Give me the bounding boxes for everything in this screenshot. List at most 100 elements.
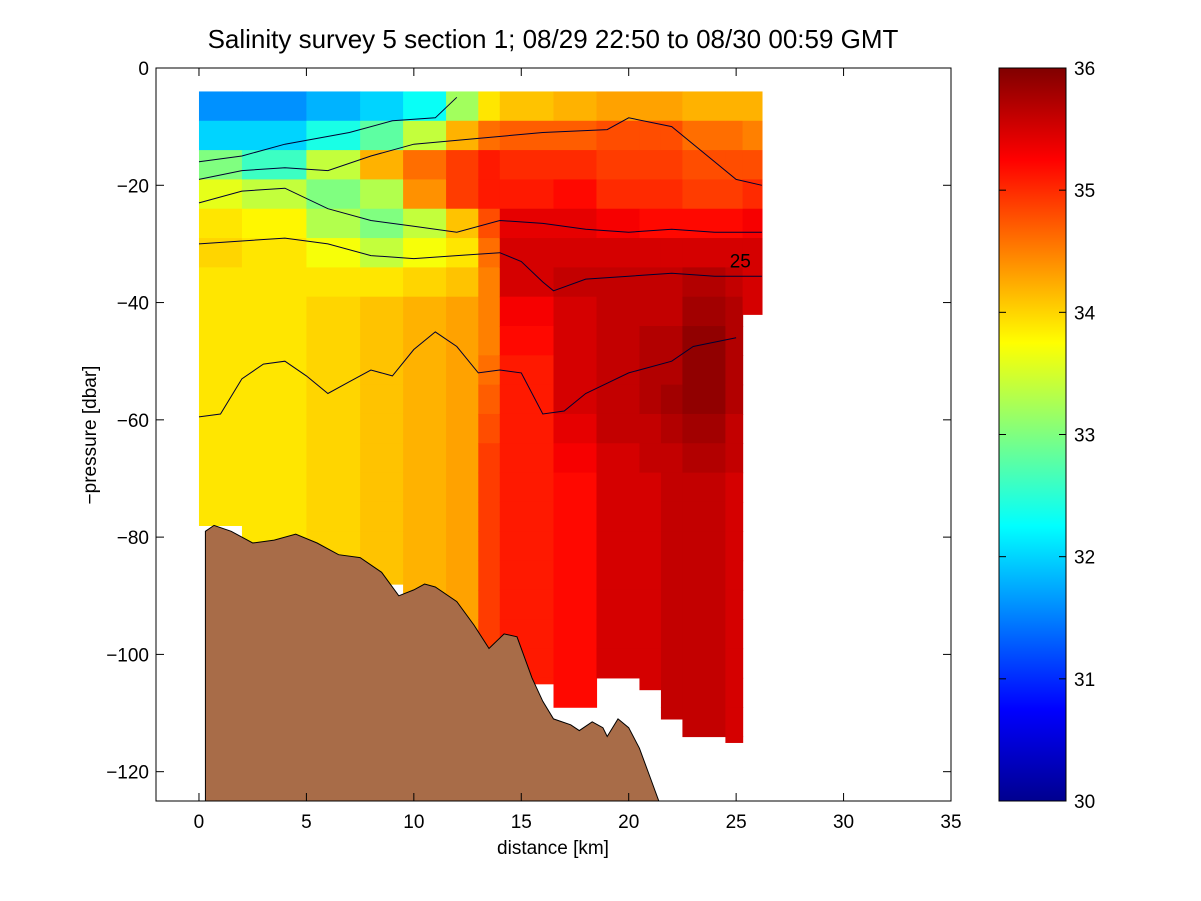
contour-line [198,187,762,233]
salinity-cell [499,443,555,474]
salinity-cell [639,384,662,415]
salinity-cell [660,619,684,650]
salinity-cell [639,443,662,474]
salinity-cell [596,208,641,239]
salinity-cell [446,267,479,298]
salinity-cell [478,472,501,503]
salinity-cell [499,501,555,532]
salinity-cell [596,179,641,210]
salinity-cell [725,413,744,444]
salinity-cell [446,531,479,562]
salinity-cell [660,326,684,356]
salinity-cell [241,413,308,444]
salinity-cell [725,208,744,239]
salinity-cell [553,472,598,503]
salinity-cell [306,296,361,327]
y-tick-label: −120 [106,763,149,784]
salinity-cell [306,384,361,415]
salinity-cell [403,91,447,122]
salinity-cell [639,677,662,691]
salinity-cell [446,560,479,591]
salinity-cell [553,91,598,122]
salinity-cell [499,589,555,620]
salinity-cell [639,179,662,210]
salinity-cell [446,208,479,239]
salinity-cell [499,326,555,356]
salinity-cell [446,355,479,386]
salinity-cell [682,355,726,386]
salinity-cell [596,355,641,386]
contour-line [198,117,763,186]
salinity-cell [596,531,641,562]
salinity-cell [198,208,243,239]
salinity-cell [553,120,598,151]
salinity-cell [596,443,641,474]
salinity-cell [639,619,662,650]
salinity-cell [742,120,763,151]
salinity-cell [306,443,361,474]
salinity-cell [639,355,662,386]
salinity-cell [360,413,404,444]
salinity-cell [660,413,684,444]
colorbar-tick-label: 30 [1074,792,1095,813]
salinity-cell [478,91,501,122]
salinity-cell [660,267,684,298]
salinity-cell [725,91,744,122]
x-tick-label: 15 [511,812,532,833]
salinity-cell [682,120,726,151]
salinity-cell [553,296,598,327]
colorbar-gradient [999,68,1066,801]
salinity-cell [446,326,479,356]
salinity-cell [478,355,501,386]
salinity-cell [499,179,555,210]
salinity-cell [682,384,726,415]
salinity-cell [553,560,598,591]
salinity-cell [596,150,641,181]
x-tick-label: 10 [403,812,424,833]
salinity-cell [682,472,726,503]
salinity-cell [639,208,662,239]
salinity-cell [198,267,243,298]
salinity-cell [499,238,555,268]
salinity-cell [446,501,479,532]
x-axis-label: distance [km] [497,838,609,859]
salinity-cell [660,150,684,181]
salinity-cell [682,560,726,591]
salinity-cell [241,501,308,532]
salinity-cell [639,120,662,151]
salinity-cell [682,267,726,298]
salinity-cell [360,120,404,151]
y-tick-label: −80 [117,528,149,549]
salinity-cell [198,120,243,151]
salinity-cell [241,267,308,298]
salinity-cell [596,501,641,532]
salinity-cell [742,179,763,210]
salinity-cell [596,238,641,268]
salinity-cell [403,120,447,151]
colorbar-tick-label: 34 [1074,303,1096,324]
y-tick-label: −60 [117,411,149,432]
colorbar-tick-label: 36 [1074,59,1095,80]
x-tick-label: 5 [301,812,312,833]
salinity-cell [499,531,555,562]
salinity-cell [553,384,598,415]
salinity-cell [478,384,501,415]
salinity-cell [360,443,404,474]
salinity-cell [725,531,744,562]
salinity-cell [553,208,598,239]
salinity-cell [725,707,744,738]
salinity-cell [660,589,684,620]
salinity-cell [478,589,501,620]
salinity-cell [241,179,308,210]
salinity-cell [639,589,662,620]
salinity-cell [198,296,243,327]
salinity-cell [682,501,726,532]
salinity-cell [198,150,243,181]
salinity-cell [682,589,726,620]
colorbar-tick-label: 33 [1074,426,1095,447]
salinity-cell [660,531,684,562]
salinity-cell [241,384,308,415]
salinity-cell [478,326,501,356]
salinity-cell [725,326,744,356]
salinity-cell [596,296,641,327]
